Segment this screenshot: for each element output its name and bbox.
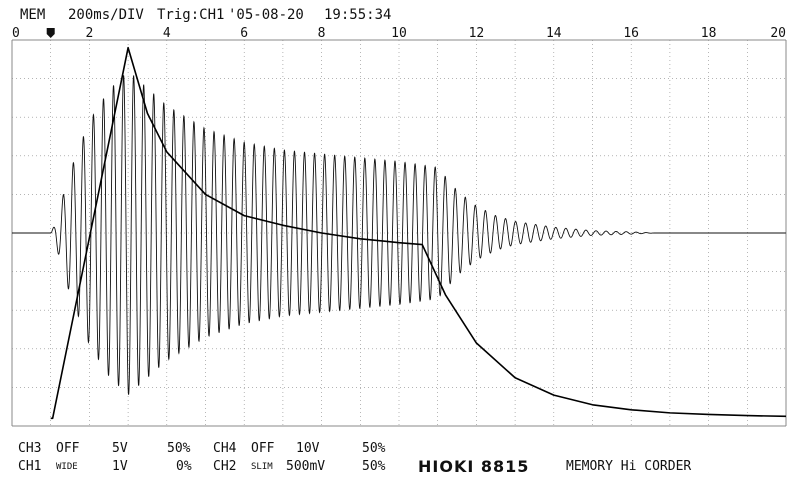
ch2-position: 50%	[362, 459, 386, 474]
x-tick-label: 8	[318, 26, 326, 41]
oscilloscope-plot: 0 2 4 6 8 10 12 14 16 18 20	[11, 26, 787, 427]
ch4-position: 50%	[362, 441, 386, 456]
trigger-label: Trig:CH1	[157, 7, 225, 23]
ch4-range: 10V	[296, 441, 320, 456]
channel-settings-footer: CH3 OFF 5V 50% CH4 OFF 10V 50% CH1 WIDE …	[0, 436, 800, 480]
x-tick-label: 4	[163, 26, 171, 41]
x-tick-labels: 0 2 4 6 8 10 12 14 16 18 20	[12, 26, 786, 41]
x-tick-label: 12	[469, 26, 485, 41]
ch3-position: 50%	[167, 441, 191, 456]
x-tick-label: 18	[701, 26, 717, 41]
ch4-state: OFF	[251, 441, 275, 456]
x-tick-label: 16	[623, 26, 639, 41]
ch2-label: CH2	[213, 459, 237, 474]
mode-label: MEM	[20, 7, 46, 23]
ch2-range: 500mV	[286, 459, 326, 474]
trigger-marker	[46, 28, 55, 38]
ch2-line	[50, 46, 787, 420]
ch2-state: SLIM	[251, 462, 273, 472]
x-tick-label: 6	[240, 26, 248, 41]
ch4-label: CH4	[213, 441, 237, 456]
recorder-header: MEM 200ms/DIV Trig:CH1 '05-08-20 19:55:3…	[0, 0, 800, 28]
ch1-waveform	[12, 74, 786, 395]
timebase-label: 200ms/DIV	[68, 7, 144, 23]
ch3-state: OFF	[56, 441, 80, 456]
ch3-range: 5V	[112, 441, 128, 456]
x-tick-label: 0	[12, 26, 20, 41]
plot-grid	[11, 39, 787, 427]
x-tick-label: 20	[770, 26, 786, 41]
ch3-label: CH3	[18, 441, 42, 456]
x-tick-label: 2	[85, 26, 93, 41]
brand-logo: HIOKI 8815	[418, 457, 530, 476]
ch1-position: 0%	[176, 459, 192, 474]
x-tick-label: 10	[391, 26, 407, 41]
model-description: MEMORY Hi CORDER	[566, 459, 692, 474]
date-label: '05-08-20	[228, 7, 304, 23]
ch1-label: CH1	[18, 459, 42, 474]
plot-series	[12, 46, 787, 420]
x-tick-label: 14	[546, 26, 562, 41]
ch1-range: 1V	[112, 459, 128, 474]
time-label: 19:55:34	[324, 7, 392, 23]
trigger-marker-glyph	[46, 28, 55, 38]
ch1-state: WIDE	[56, 462, 78, 472]
